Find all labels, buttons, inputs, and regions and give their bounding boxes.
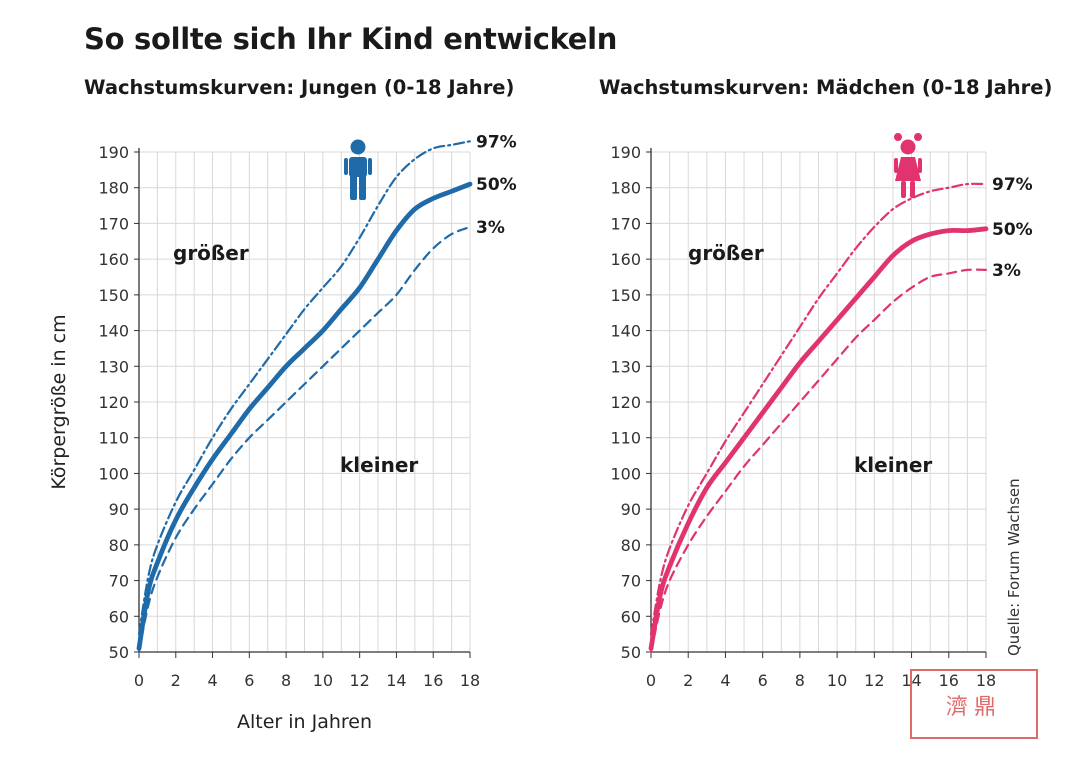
series-label: 50% bbox=[992, 220, 1033, 240]
y-tick-label: 110 bbox=[610, 429, 641, 448]
boy-icon bbox=[344, 139, 372, 200]
series-line-3pct bbox=[649, 268, 988, 654]
region-label-below: kleiner bbox=[854, 453, 932, 477]
y-tick-label: 140 bbox=[98, 322, 129, 341]
y-tick-label: 70 bbox=[109, 572, 129, 591]
chart-title-girls: Wachstumskurven: Mädchen (0-18 Jahre) bbox=[599, 76, 1053, 99]
watermark-stamp: 濟鼎 bbox=[910, 669, 1038, 739]
x-axis-title: Alter in Jahren bbox=[237, 711, 372, 733]
series-label: 50% bbox=[476, 175, 517, 195]
series-line-50pct bbox=[136, 181, 473, 651]
x-tick-label: 10 bbox=[827, 671, 847, 690]
y-tick-label: 90 bbox=[621, 500, 641, 519]
series-line-97pct bbox=[649, 182, 988, 636]
y-tick-label: 80 bbox=[621, 536, 641, 555]
y-tick-label: 160 bbox=[98, 250, 129, 269]
y-tick-label: 190 bbox=[98, 143, 129, 162]
y-tick-label: 50 bbox=[109, 643, 129, 662]
x-tick-label: 18 bbox=[460, 671, 480, 690]
series-line-50pct bbox=[648, 226, 989, 651]
y-tick-label: 140 bbox=[610, 322, 641, 341]
boys-chart: 5060708090100110120130140150160170180190… bbox=[48, 132, 517, 733]
x-tick-label: 8 bbox=[281, 671, 291, 690]
y-tick-label: 190 bbox=[610, 143, 641, 162]
y-tick-label: 60 bbox=[109, 607, 129, 626]
y-tick-label: 80 bbox=[109, 536, 129, 555]
series-line-3pct bbox=[137, 225, 472, 654]
y-axis-title: Körpergröße in cm bbox=[48, 314, 70, 489]
x-tick-label: 4 bbox=[720, 671, 730, 690]
chart-title-boys: Wachstumskurven: Jungen (0-18 Jahre) bbox=[84, 76, 515, 99]
x-tick-label: 16 bbox=[939, 671, 959, 690]
y-tick-label: 110 bbox=[98, 429, 129, 448]
x-tick-label: 0 bbox=[646, 671, 656, 690]
x-tick-label: 18 bbox=[976, 671, 996, 690]
y-tick-label: 130 bbox=[98, 357, 129, 376]
region-label-above: größer bbox=[688, 241, 764, 265]
source-label: Quelle: Forum Wachsen bbox=[1005, 478, 1023, 656]
series-line-97pct bbox=[137, 140, 472, 636]
y-tick-label: 50 bbox=[621, 643, 641, 662]
y-tick-label: 100 bbox=[610, 464, 641, 483]
girl-icon bbox=[894, 133, 922, 198]
page-title: So sollte sich Ihr Kind entwickeln bbox=[84, 22, 618, 56]
y-tick-label: 180 bbox=[610, 179, 641, 198]
x-tick-label: 16 bbox=[423, 671, 443, 690]
x-tick-label: 4 bbox=[207, 671, 217, 690]
x-tick-label: 8 bbox=[795, 671, 805, 690]
x-tick-label: 0 bbox=[134, 671, 144, 690]
x-tick-label: 12 bbox=[864, 671, 884, 690]
series-label: 3% bbox=[992, 261, 1021, 281]
y-tick-label: 70 bbox=[621, 572, 641, 591]
y-tick-label: 60 bbox=[621, 607, 641, 626]
y-tick-label: 180 bbox=[98, 179, 129, 198]
y-tick-label: 100 bbox=[98, 464, 129, 483]
y-tick-label: 120 bbox=[610, 393, 641, 412]
x-tick-label: 6 bbox=[244, 671, 254, 690]
y-tick-label: 170 bbox=[98, 214, 129, 233]
x-tick-label: 2 bbox=[171, 671, 181, 690]
y-tick-label: 160 bbox=[610, 250, 641, 269]
x-tick-label: 2 bbox=[683, 671, 693, 690]
watermark-text: 濟鼎 bbox=[946, 695, 1002, 720]
series-label: 3% bbox=[476, 218, 505, 238]
y-tick-label: 130 bbox=[610, 357, 641, 376]
region-label-above: größer bbox=[173, 241, 249, 265]
series-label: 97% bbox=[992, 175, 1033, 195]
region-label-below: kleiner bbox=[340, 453, 418, 477]
y-tick-label: 120 bbox=[98, 393, 129, 412]
x-tick-label: 14 bbox=[386, 671, 406, 690]
x-tick-label: 6 bbox=[758, 671, 768, 690]
x-tick-label: 12 bbox=[349, 671, 369, 690]
y-tick-label: 170 bbox=[610, 214, 641, 233]
y-tick-label: 150 bbox=[610, 286, 641, 305]
x-tick-label: 10 bbox=[313, 671, 333, 690]
y-tick-label: 150 bbox=[98, 286, 129, 305]
series-label: 97% bbox=[476, 132, 517, 152]
girls-chart: 5060708090100110120130140150160170180190… bbox=[610, 133, 1033, 690]
y-tick-label: 90 bbox=[109, 500, 129, 519]
